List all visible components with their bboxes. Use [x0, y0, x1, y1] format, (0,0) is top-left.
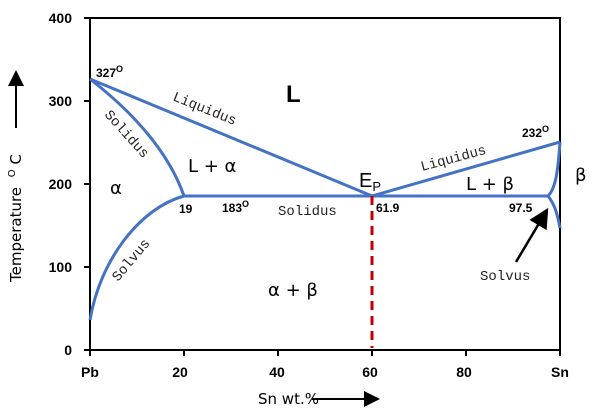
label-beta-limit: 97.5 — [509, 201, 533, 215]
region-alpha-beta: α + β — [268, 280, 318, 301]
region-l-alpha: L + α — [188, 156, 236, 177]
y-axis-label: Temperature — [7, 187, 25, 283]
y-tick-300: 300 — [49, 93, 73, 109]
label-eutectic-temp: 183O — [222, 199, 249, 215]
region-alpha: α — [110, 178, 122, 199]
beta-solidus-curve — [546, 141, 562, 198]
label-alpha-limit: 19 — [179, 202, 193, 216]
region-liquid: L — [286, 81, 301, 108]
x-tick-20: 20 — [172, 364, 188, 380]
label-eutectic-point: EP — [359, 170, 381, 194]
x-tick-60: 60 — [362, 364, 378, 380]
y-tick-400: 400 — [49, 10, 73, 26]
x-tick-sn: Sn — [551, 364, 569, 380]
y-axis-label-group: Temperature O C — [1, 154, 25, 283]
label-liquidus-left: Liquidus — [170, 90, 238, 130]
label-solvus-left: Solvus — [110, 236, 155, 285]
solvus-left-curve — [88, 194, 185, 321]
label-eutectic-comp: 61.9 — [376, 201, 400, 215]
label-liquidus-right: Liquidus — [419, 143, 488, 176]
y-axis-degree: O — [7, 169, 18, 177]
solvus-pointer-arrow — [514, 207, 549, 263]
x-tick-80: 80 — [456, 364, 472, 380]
solidus-left-curve — [89, 77, 186, 197]
liquidus-right-line — [371, 140, 561, 198]
label-solidus-eutectic: Solidus — [278, 204, 337, 220]
x-tick-pb: Pb — [81, 364, 99, 380]
y-tick-0: 0 — [64, 342, 72, 358]
x-tick-40: 40 — [269, 364, 285, 380]
x-axis-label: Sn wt.% — [258, 390, 319, 408]
y-tick-100: 100 — [49, 259, 73, 275]
region-beta: β — [575, 165, 587, 186]
tick-marks — [84, 17, 561, 356]
y-axis-unit: C — [7, 154, 25, 164]
y-tick-200: 200 — [49, 176, 73, 192]
liquidus-left-line — [89, 77, 373, 198]
region-l-beta: L + β — [466, 174, 514, 195]
label-solidus-left: Solidus — [100, 108, 151, 162]
label-sn-melting: 232O — [522, 124, 549, 140]
label-pb-melting: 327O — [96, 64, 123, 80]
label-solvus-right: Solvus — [480, 269, 530, 285]
svg-text:Temperature O C: Temperature O C — [1, 154, 25, 283]
beta-solvus-curve — [546, 195, 562, 229]
